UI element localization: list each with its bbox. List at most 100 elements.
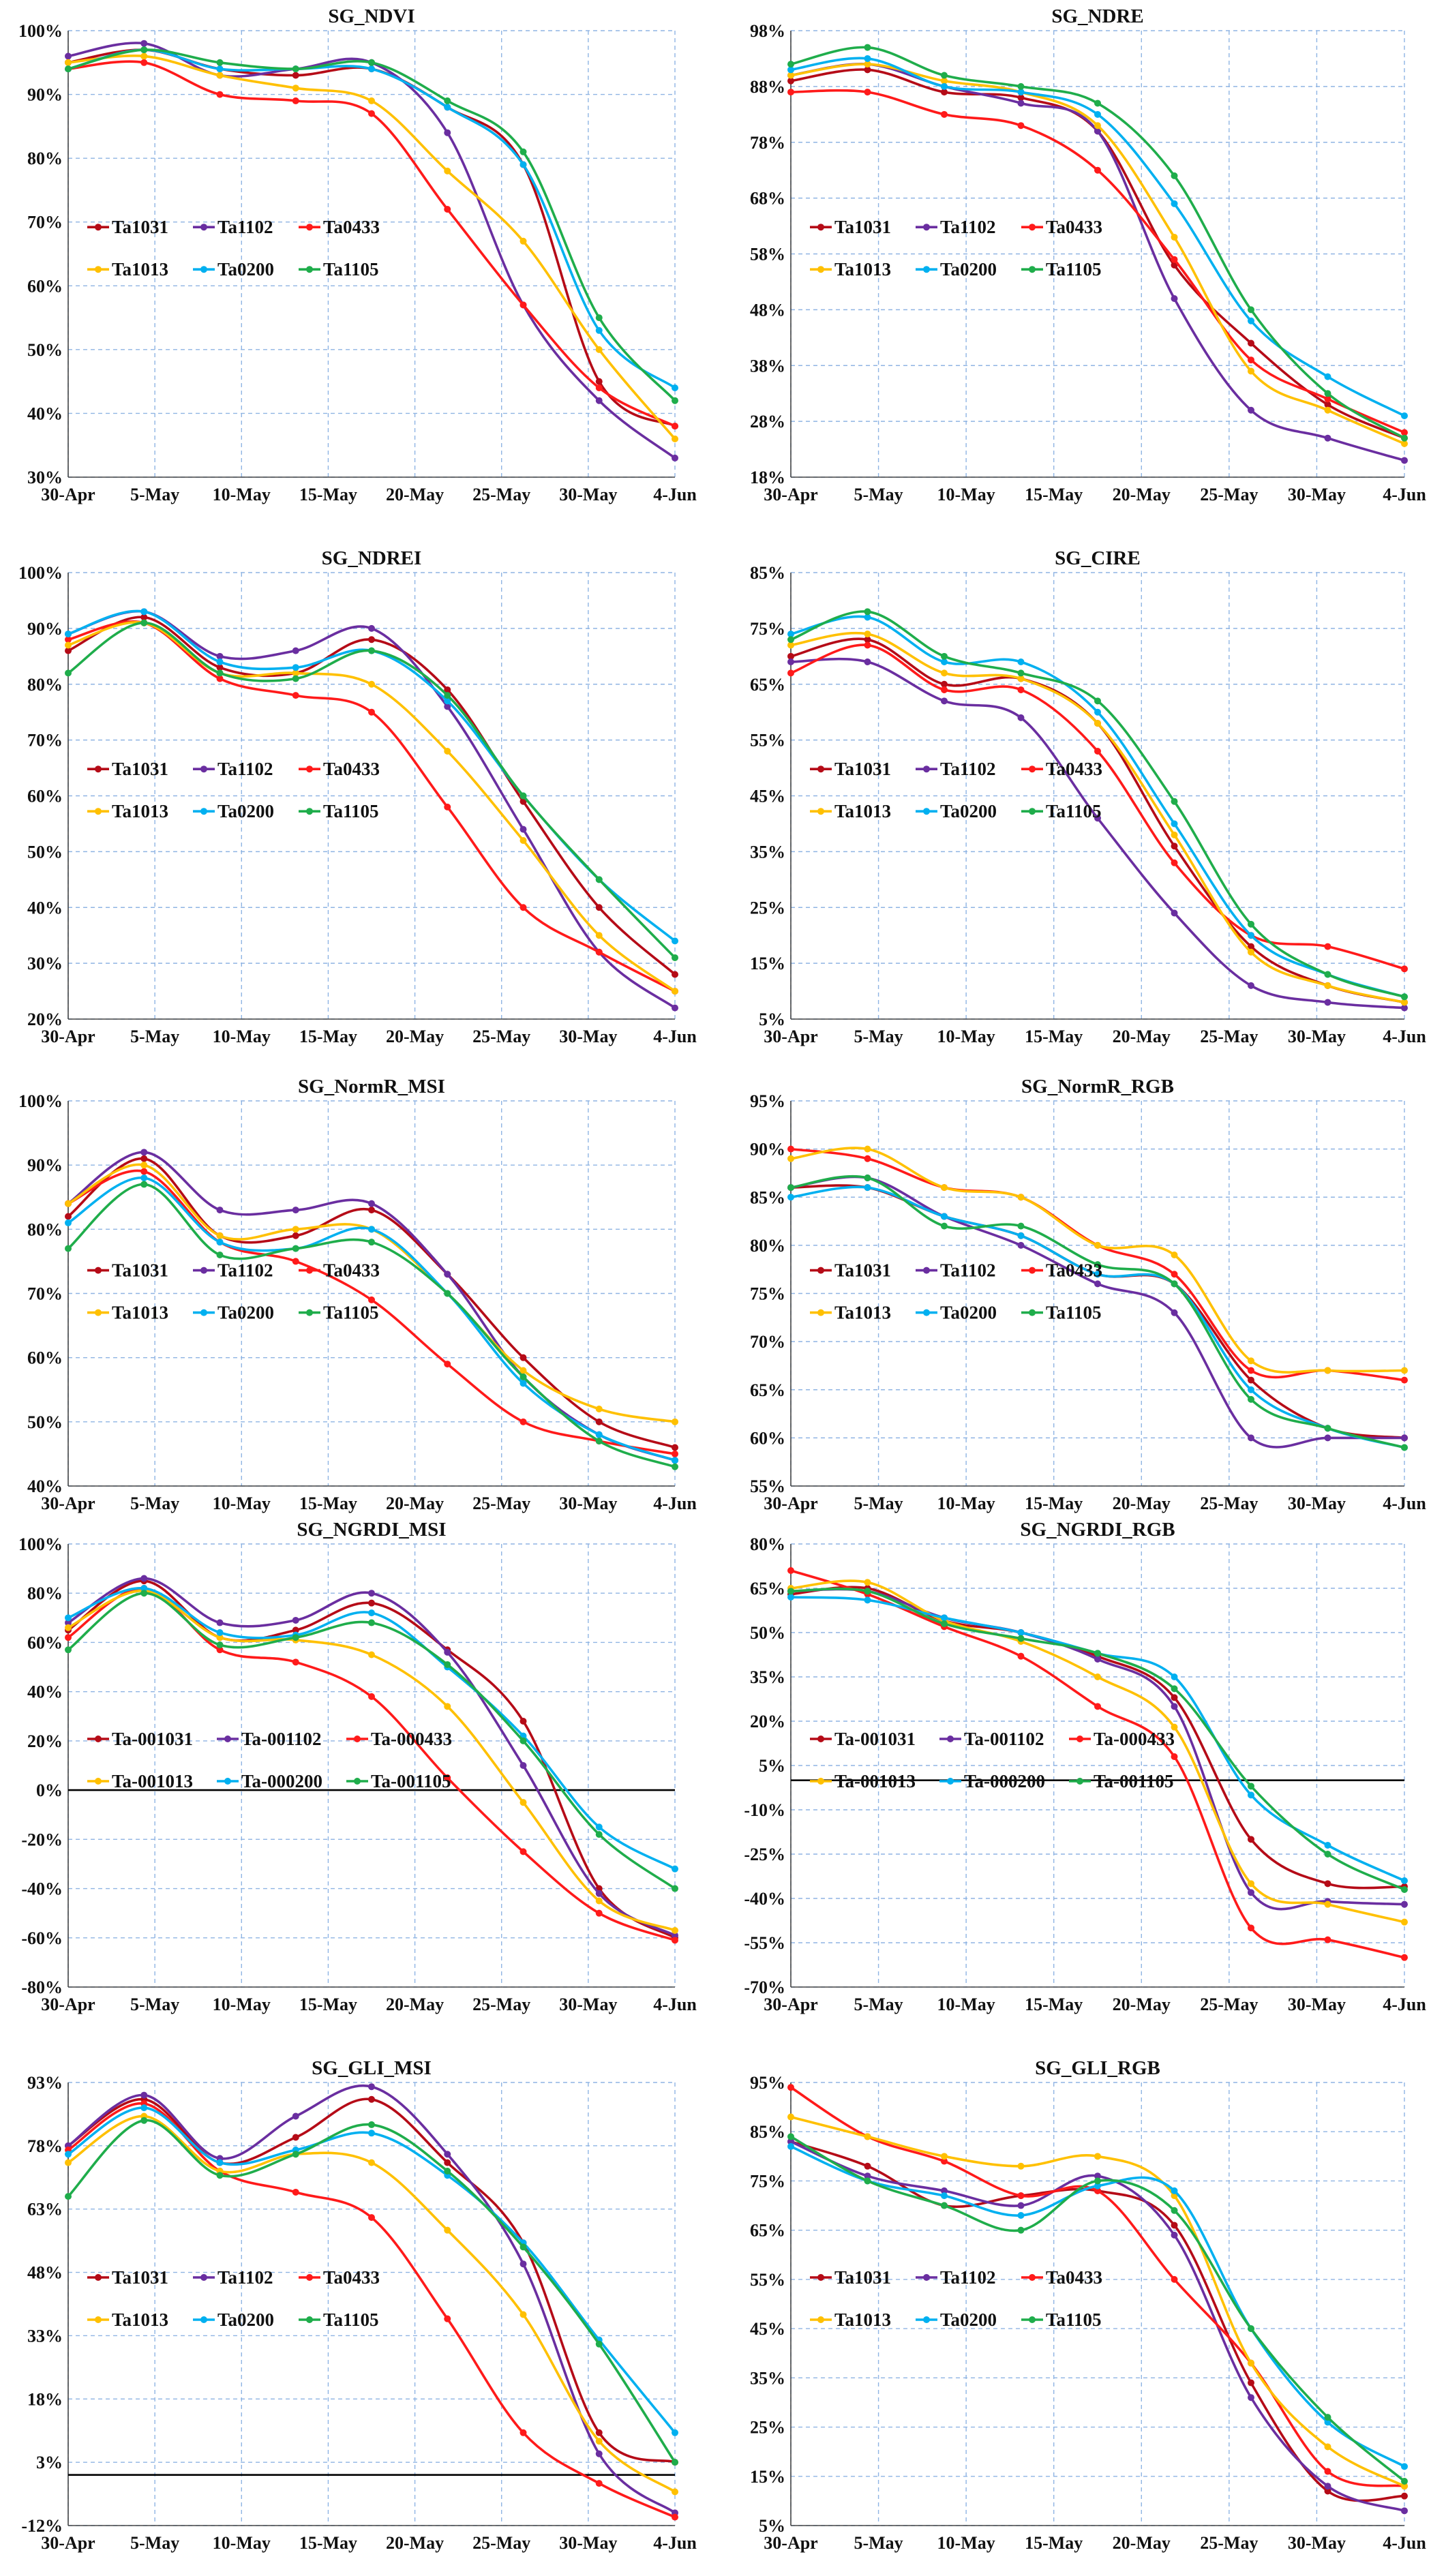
x-tick-label: 10-May — [213, 2533, 271, 2553]
series-line — [789, 1147, 1406, 1374]
data-point — [672, 1937, 678, 1944]
data-point — [1324, 401, 1331, 408]
data-point — [1248, 1386, 1254, 1393]
data-point — [941, 1620, 948, 1627]
data-point — [595, 384, 603, 391]
data-point — [941, 686, 948, 693]
y-tick-label: 0% — [36, 1781, 63, 1800]
y-tick-label: 93% — [27, 2073, 63, 2093]
data-point — [595, 904, 603, 911]
data-point — [292, 2112, 299, 2120]
data-point — [444, 692, 451, 699]
legend-item: Ta-001013 — [87, 1771, 193, 1791]
data-point — [65, 2193, 72, 2200]
y-tick-label: 63% — [27, 2200, 63, 2219]
x-tick-label: 4-Jun — [1383, 1995, 1426, 2014]
data-point — [1248, 406, 1254, 414]
legend-swatch-marker — [817, 1267, 824, 1274]
data-point — [1094, 1656, 1101, 1663]
data-point — [864, 1145, 871, 1153]
data-point — [1401, 440, 1408, 447]
x-tick-label: 5-May — [130, 1027, 179, 1046]
legend-swatch-marker — [95, 266, 102, 273]
data-point — [595, 1406, 603, 1412]
data-point — [444, 748, 451, 755]
x-tick-label: 30-Apr — [41, 1995, 95, 2014]
data-point — [787, 89, 794, 96]
data-point — [444, 1703, 451, 1710]
data-point — [1017, 122, 1025, 130]
legend-swatch-marker — [817, 224, 824, 231]
y-tick-label: 90% — [27, 1155, 63, 1175]
series-ta-001105 — [787, 1588, 1408, 1893]
series-line — [67, 2097, 676, 2464]
data-point — [368, 1226, 375, 1233]
data-point — [292, 2188, 299, 2196]
data-point — [1401, 457, 1408, 464]
data-point — [519, 1718, 527, 1725]
data-point — [444, 803, 451, 810]
data-point — [444, 2315, 451, 2322]
series-line — [789, 2140, 1406, 2513]
data-point — [292, 65, 299, 73]
legend-swatch-marker — [817, 266, 824, 273]
legend-label: Ta1013 — [112, 801, 168, 821]
legend-label: Ta-001031 — [834, 1729, 916, 1749]
y-tick-label: 50% — [750, 1623, 785, 1643]
data-point — [216, 1646, 224, 1654]
y-tick-label: 50% — [27, 340, 63, 360]
y-tick-label: 65% — [750, 1380, 785, 1400]
series-ta1105 — [65, 1181, 678, 1470]
series-ta1105 — [65, 46, 678, 404]
data-point — [672, 1926, 678, 1934]
data-point — [1248, 1357, 1254, 1365]
data-point — [672, 2513, 678, 2521]
x-tick-label: 10-May — [213, 485, 271, 504]
y-tick-label: 70% — [750, 1332, 785, 1352]
data-point — [787, 641, 794, 649]
x-tick-label: 15-May — [1025, 2533, 1083, 2553]
y-tick-label: 90% — [750, 1140, 785, 1160]
series-line — [789, 1175, 1406, 1449]
legend-swatch-marker — [923, 808, 930, 815]
legend-swatch-marker — [1029, 266, 1036, 273]
data-point — [368, 2130, 375, 2137]
legend-label: Ta0200 — [217, 1303, 274, 1323]
data-point — [1401, 999, 1408, 1006]
data-point — [65, 1245, 72, 1252]
legend-swatch-marker — [95, 2316, 102, 2323]
data-point — [519, 1354, 527, 1361]
legend-label: Ta1013 — [112, 2309, 168, 2330]
y-tick-label: 65% — [750, 675, 785, 695]
data-point — [595, 1431, 603, 1438]
x-tick-label: 5-May — [130, 485, 179, 504]
legend-swatch-marker — [200, 1267, 207, 1274]
x-tick-label: 30-May — [1288, 1027, 1346, 1046]
legend-swatch-marker — [817, 766, 824, 773]
data-point — [444, 1361, 451, 1368]
data-point — [1248, 2379, 1254, 2386]
data-point — [1401, 1886, 1408, 1893]
y-tick-label: 88% — [750, 77, 785, 97]
data-point — [65, 1200, 72, 1207]
x-tick-label: 20-May — [386, 1995, 444, 2014]
chart-sg-gli-rgb: 5% 15% 25% 35% 45% 55% 65% 75% 85% 95% 30-Apr 5-May… — [750, 2057, 1426, 2553]
x-tick-label: 15-May — [299, 1027, 357, 1046]
data-point — [672, 454, 678, 461]
series-ta1013 — [787, 1145, 1408, 1374]
data-point — [672, 1457, 678, 1464]
data-point — [292, 2134, 299, 2141]
chart-sg-cire: 5% 15% 25% 35% 45% 55% 65% 75% 85% 30-Apr 5-May 10-… — [750, 547, 1426, 1046]
legend-label: Ta1102 — [217, 2267, 273, 2288]
legend-item: Ta1105 — [299, 259, 379, 279]
legend-label: Ta1102 — [217, 217, 273, 237]
y-tick-label: -10% — [744, 1800, 785, 1820]
data-point — [1017, 2212, 1025, 2219]
data-point — [1248, 943, 1254, 950]
data-point — [519, 1418, 527, 1425]
series-line — [67, 616, 676, 976]
data-point — [519, 1799, 527, 1806]
data-point — [787, 1194, 794, 1201]
data-point — [1324, 1842, 1331, 1849]
data-point — [216, 2172, 224, 2179]
